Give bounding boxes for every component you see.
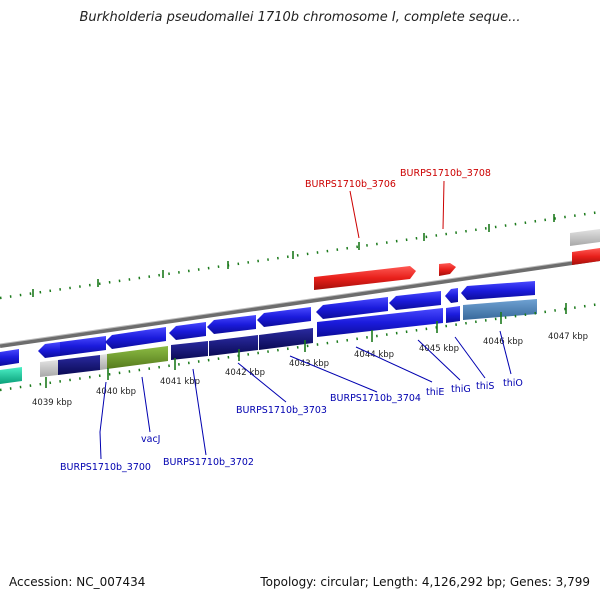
gene-reverse[interactable] [169,322,206,340]
tick-label: 4047 kbp [548,332,588,342]
gene-reverse[interactable] [446,306,460,323]
gene-reverse-edge[interactable] [0,349,19,366]
reverse-genes [0,281,535,366]
gene-BURPS1710b_3708[interactable] [439,263,456,276]
feature-gray[interactable] [100,354,107,370]
gene-reverse[interactable] [105,327,166,349]
map-title: Burkholderia pseudomallei 1710b chromoso… [79,10,521,25]
gene-reverse[interactable] [445,288,458,303]
upper-tick-track [0,210,600,300]
tick-label: 4045 kbp [419,344,459,354]
gene-label-thiG[interactable]: thiG [451,384,471,395]
gene-reverse[interactable] [389,291,441,310]
tick-label: 4041 kbp [160,377,200,387]
accession-text: Accession: NC_007434 [9,575,146,589]
gene-label-vacJ[interactable]: vacJ [141,434,160,445]
feature-gray-edge[interactable] [570,229,600,246]
reverse-leaders [99,330,512,460]
gene-label-BURPS1710b_3702[interactable]: BURPS1710b_3702 [163,457,254,468]
tick-label: 4040 kbp [96,387,136,397]
gene-label-thiO[interactable]: thiO [503,378,523,389]
reverse-features [0,299,537,384]
feature-dark[interactable] [58,355,100,375]
forward-genes [314,229,600,290]
gene-reverse[interactable] [38,342,60,358]
feature-olive-vacJ[interactable] [107,346,168,369]
gene-label-BURPS1710b_3706[interactable]: BURPS1710b_3706 [305,179,396,190]
lower-tick-track [0,302,600,392]
genome-backbone-highlight [0,256,600,345]
feature-dark[interactable] [259,328,313,350]
feature-dark[interactable] [209,335,258,356]
topology-text: Topology: circular; Length: 4,126,292 bp… [260,575,590,589]
gene-BURPS1710b_3706[interactable] [314,266,416,290]
gene-label-BURPS1710b_3700[interactable]: BURPS1710b_3700 [60,462,151,473]
tick-label: 4042 kbp [225,368,265,378]
gene-label-BURPS1710b_3703[interactable]: BURPS1710b_3703 [236,405,327,416]
gene-reverse[interactable] [461,281,535,300]
feature-gray[interactable] [40,360,58,377]
gene-reverse[interactable] [207,315,256,334]
gene-label-thiE[interactable]: thiE [426,387,444,398]
tick-label: 4039 kbp [32,398,72,408]
gene-forward-edge[interactable] [572,248,600,265]
gene-reverse-long[interactable] [317,308,443,337]
gene-reverse[interactable] [257,307,311,327]
gene-label-BURPS1710b_3704[interactable]: BURPS1710b_3704 [330,393,421,404]
genome-backbone [0,257,600,348]
gene-label-BURPS1710b_3708[interactable]: BURPS1710b_3708 [400,168,491,179]
gene-label-thiS[interactable]: thiS [476,381,494,392]
gene-reverse[interactable] [60,336,106,356]
feature-teal[interactable] [0,367,22,384]
forward-leaders [349,180,445,239]
feature-dark[interactable] [171,341,208,360]
gene-reverse[interactable] [316,297,388,319]
feature-steel[interactable] [463,299,537,320]
